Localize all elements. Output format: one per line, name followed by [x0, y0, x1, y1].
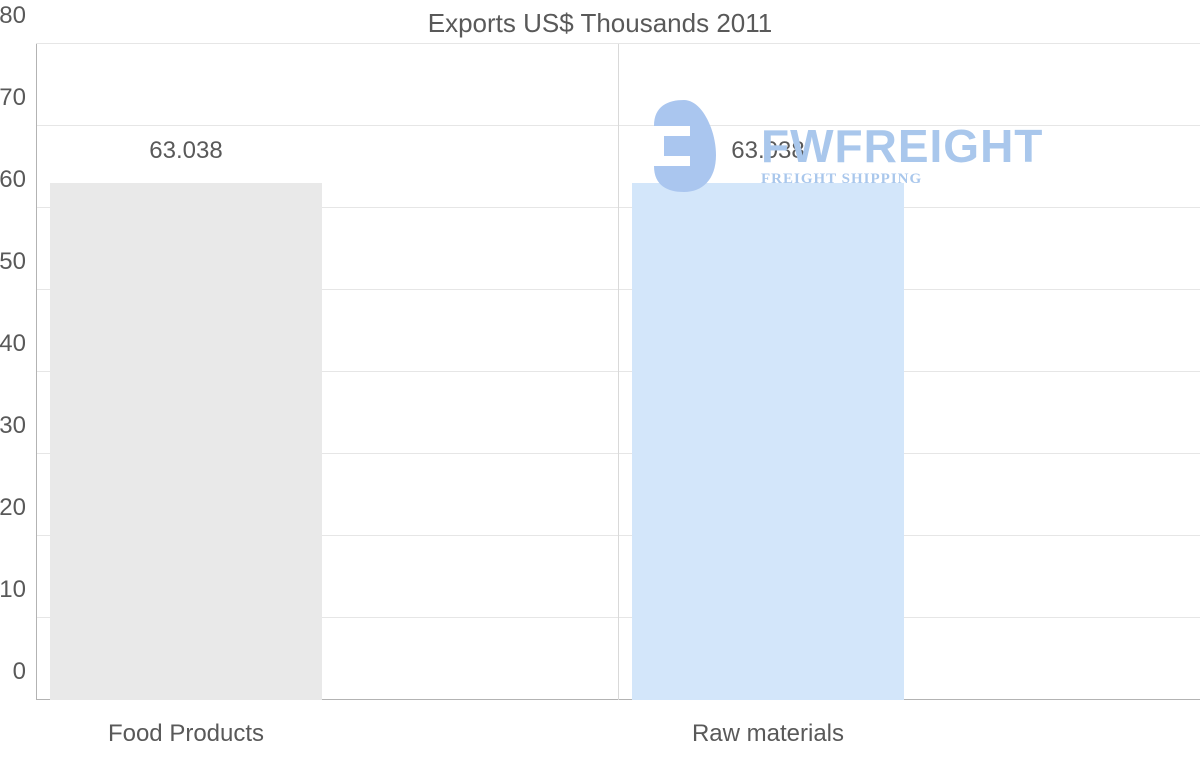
y-tick-40: 40 [0, 330, 26, 358]
y-tick-30: 30 [0, 412, 26, 440]
y-tick-10: 10 [0, 576, 26, 604]
plot-area: 80 70 60 50 40 30 20 10 0 63.038 Food Pr… [36, 44, 1200, 700]
chart-title: Exports US$ Thousands 2011 [0, 8, 1200, 39]
y-axis-labels: 80 70 60 50 40 30 20 10 0 [0, 44, 36, 700]
bar-chart: Exports US$ Thousands 2011 80 70 60 50 4… [0, 0, 1200, 763]
bar-group-raw-materials: 63.038 Raw materials [618, 44, 918, 700]
category-label-food-products[interactable]: Food Products [108, 720, 264, 748]
bar-raw-materials[interactable] [632, 183, 904, 700]
bar-food-products[interactable] [50, 183, 322, 700]
y-tick-0: 0 [13, 658, 26, 686]
y-tick-60: 60 [0, 166, 26, 194]
y-tick-20: 20 [0, 494, 26, 522]
category-label-raw-materials[interactable]: Raw materials [692, 720, 844, 748]
y-tick-70: 70 [0, 84, 26, 112]
bar-value-food-products: 63.038 [149, 137, 222, 165]
y-tick-50: 50 [0, 248, 26, 276]
bar-value-raw-materials: 63.038 [731, 137, 804, 165]
y-tick-80: 80 [0, 2, 26, 30]
bar-group-food-products: 63.038 Food Products [36, 44, 336, 700]
